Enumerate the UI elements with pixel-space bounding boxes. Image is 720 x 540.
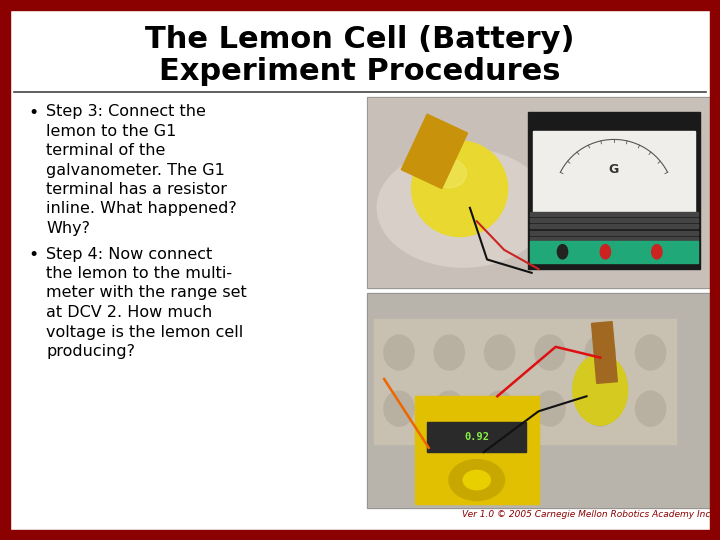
- Text: terminal has a resistor: terminal has a resistor: [46, 182, 227, 197]
- Bar: [528, 112, 700, 269]
- Bar: [530, 231, 698, 234]
- Ellipse shape: [485, 335, 515, 370]
- Ellipse shape: [600, 245, 611, 259]
- Bar: [530, 218, 698, 222]
- Ellipse shape: [434, 335, 464, 370]
- Ellipse shape: [432, 159, 467, 188]
- Bar: [367, 97, 710, 288]
- Bar: [592, 322, 617, 383]
- Text: Experiment Procedures: Experiment Procedures: [159, 57, 561, 86]
- Bar: [0, 0, 10, 540]
- Bar: [710, 0, 720, 540]
- Ellipse shape: [384, 391, 414, 426]
- Ellipse shape: [377, 148, 549, 267]
- Bar: [415, 396, 539, 504]
- Bar: [367, 97, 710, 288]
- Bar: [530, 241, 698, 263]
- Ellipse shape: [412, 141, 508, 237]
- Ellipse shape: [535, 391, 565, 426]
- Text: producing?: producing?: [46, 344, 135, 359]
- Ellipse shape: [573, 354, 628, 426]
- Text: Why?: Why?: [46, 221, 90, 236]
- Text: lemon to the G1: lemon to the G1: [46, 124, 176, 138]
- Ellipse shape: [463, 470, 490, 490]
- Bar: [0, 530, 720, 540]
- Bar: [530, 237, 698, 241]
- Text: the lemon to the multi-: the lemon to the multi-: [46, 266, 232, 281]
- Text: at DCV 2. How much: at DCV 2. How much: [46, 305, 212, 320]
- Bar: [367, 293, 710, 508]
- Ellipse shape: [557, 245, 567, 259]
- Ellipse shape: [535, 335, 565, 370]
- Text: G: G: [609, 164, 619, 177]
- Text: Step 3: Connect the: Step 3: Connect the: [46, 104, 206, 119]
- Text: The Lemon Cell (Battery): The Lemon Cell (Battery): [145, 25, 575, 55]
- Ellipse shape: [636, 391, 665, 426]
- Text: inline. What happened?: inline. What happened?: [46, 201, 237, 217]
- Bar: [428, 422, 526, 452]
- Bar: [367, 293, 710, 508]
- Bar: [530, 212, 698, 215]
- Ellipse shape: [384, 335, 414, 370]
- Ellipse shape: [434, 391, 464, 426]
- Bar: [530, 224, 698, 228]
- Bar: [534, 131, 695, 212]
- Text: terminal of the: terminal of the: [46, 143, 166, 158]
- Text: •: •: [28, 104, 38, 122]
- Ellipse shape: [636, 335, 665, 370]
- Ellipse shape: [585, 391, 616, 426]
- Text: •: •: [28, 246, 38, 265]
- Ellipse shape: [449, 460, 505, 501]
- Ellipse shape: [585, 335, 616, 370]
- Text: 0.92: 0.92: [464, 432, 490, 442]
- Text: galvanometer. The G1: galvanometer. The G1: [46, 163, 225, 178]
- Text: Ver 1.0 © 2005 Carnegie Mellon Robotics Academy Inc: Ver 1.0 © 2005 Carnegie Mellon Robotics …: [462, 510, 710, 519]
- Bar: [374, 319, 675, 443]
- Ellipse shape: [485, 391, 515, 426]
- Bar: [0, 0, 720, 10]
- Bar: [401, 114, 467, 188]
- Text: voltage is the lemon cell: voltage is the lemon cell: [46, 325, 243, 340]
- Ellipse shape: [652, 245, 662, 259]
- Text: Step 4: Now connect: Step 4: Now connect: [46, 246, 212, 261]
- Text: meter with the range set: meter with the range set: [46, 286, 247, 300]
